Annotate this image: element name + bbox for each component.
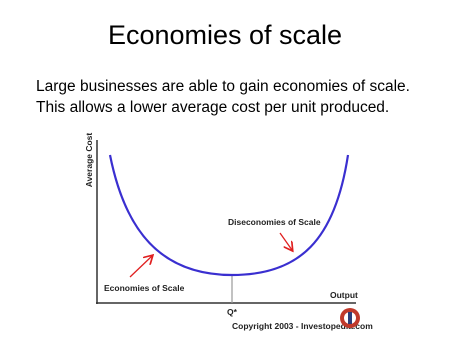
slide-title: Economies of scale [107,20,343,50]
economies-label: Economies of Scale [104,283,185,293]
q-label: Q* [227,307,238,317]
y-axis-label: Average Cost [84,133,94,188]
logo [340,308,360,328]
body-line: This allows a lower average cost per uni… [36,99,390,116]
slide-body: Large businesses are able to gain econom… [36,76,410,118]
arrow [279,232,292,250]
copyright: Copyright 2003 - Investopedia.com [232,321,373,331]
diseconomies-label: Diseconomies of Scale [228,217,321,227]
body-line: Large businesses are able to gain econom… [36,78,410,95]
x-axis-label: Output [330,290,358,300]
cost-curve [108,154,350,277]
arrow [129,256,152,278]
